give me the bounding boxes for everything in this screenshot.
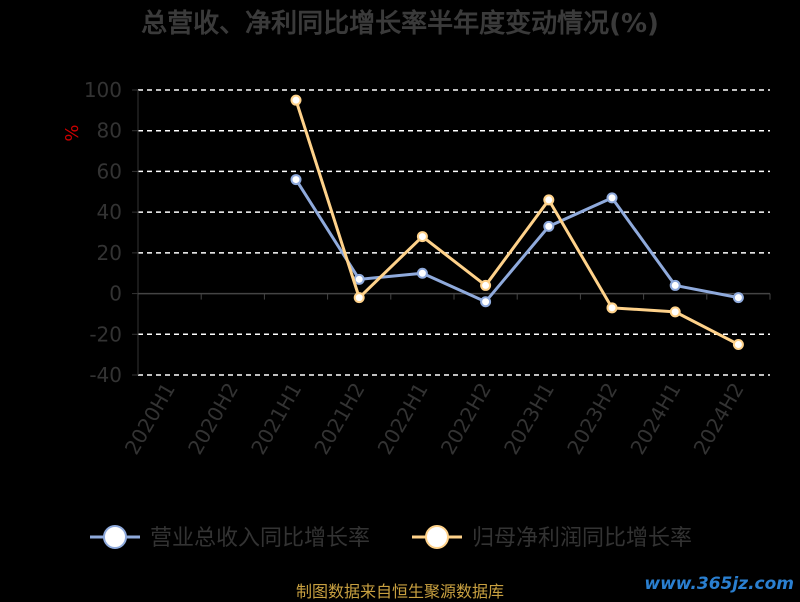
series-line	[294, 178, 739, 304]
x-tick-label: 2023H1	[499, 379, 559, 459]
x-tick-label: 2020H2	[183, 379, 243, 459]
x-tick-label: 2021H2	[309, 379, 369, 459]
series-line	[294, 99, 740, 346]
data-point	[732, 292, 744, 304]
x-tick-label: 2024H2	[689, 379, 749, 459]
y-tick-labels: 100 80 60 40 20 0 -20 -40	[84, 78, 122, 387]
x-tick-label: 2020H1	[120, 379, 180, 459]
data-point	[353, 292, 365, 304]
data-point	[543, 220, 555, 232]
data-point	[480, 279, 492, 291]
legend-label: 归母净利润同比增长率	[472, 526, 692, 551]
source-note: 制图数据来自恒生聚源数据库	[295, 582, 504, 601]
x-tick-label: 2023H2	[562, 379, 622, 459]
data-point	[606, 192, 618, 204]
y-tick-label: 100	[84, 78, 122, 102]
watermark: www.365jz.com	[644, 574, 794, 594]
y-tick-label: 40	[97, 200, 122, 224]
legend-label: 营业总收入同比增长率	[150, 526, 370, 551]
data-point	[416, 231, 428, 243]
y-axis-unit: %	[62, 124, 83, 141]
y-tick-label: 60	[97, 159, 122, 183]
data-point	[290, 174, 302, 186]
grid-lines	[138, 89, 770, 376]
y-tick-label: -40	[89, 363, 122, 387]
series-lines	[290, 94, 744, 350]
y-tick-label: 0	[109, 282, 122, 306]
data-point	[543, 194, 555, 206]
data-point	[606, 302, 618, 314]
data-point	[416, 267, 428, 279]
x-tick-label: 2021H1	[246, 379, 306, 459]
legend: 营业总收入同比增长率 归母净利润同比增长率	[90, 525, 692, 551]
y-tick-label: 80	[97, 119, 122, 143]
data-point	[732, 338, 744, 350]
data-point	[669, 306, 681, 318]
data-point	[669, 279, 681, 291]
x-tick-label: 2022H2	[436, 378, 496, 458]
chart-title: 总营收、净利同比增长率半年度变动情况(%)	[141, 8, 659, 39]
data-point	[353, 273, 365, 285]
legend-marker	[103, 525, 127, 549]
y-tick-label: -20	[89, 322, 122, 346]
y-tick-label: 20	[97, 241, 122, 265]
x-tick-labels: 2020H1 2020H2 2021H1 2021H2 2022H1 2022H2 2023…	[120, 378, 749, 458]
data-point	[290, 94, 302, 106]
legend-marker	[425, 525, 449, 549]
data-point	[480, 296, 492, 308]
x-tick-label: 2024H1	[625, 379, 685, 459]
axes	[132, 89, 771, 376]
x-tick-label: 2022H1	[373, 379, 433, 459]
